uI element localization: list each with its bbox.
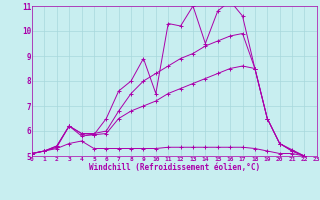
X-axis label: Windchill (Refroidissement éolien,°C): Windchill (Refroidissement éolien,°C)	[89, 163, 260, 172]
